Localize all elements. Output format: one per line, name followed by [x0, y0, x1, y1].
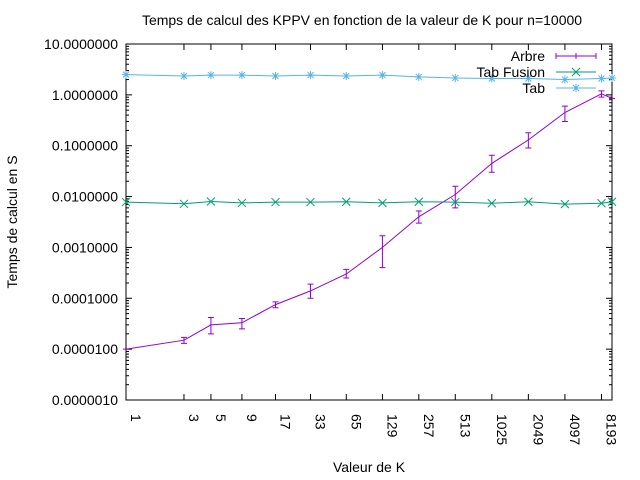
- series-line: [125, 93, 613, 350]
- y-tick-label: 0.1000000: [52, 138, 118, 154]
- data-point: [560, 199, 570, 209]
- data-point: [487, 198, 497, 208]
- error-bar: [307, 283, 314, 299]
- data-point: [451, 73, 460, 82]
- x-tick-label: 17: [277, 414, 293, 430]
- y-tick-label: 10.0000000: [44, 36, 118, 52]
- x-tick-label: 9: [244, 414, 260, 422]
- data-point: [378, 71, 387, 80]
- error-bar: [180, 336, 187, 344]
- error-bar: [598, 90, 605, 98]
- y-tick-label: 0.0100000: [52, 189, 118, 205]
- x-tick-label: 8193: [603, 414, 619, 445]
- data-point: [487, 74, 496, 83]
- data-point: [206, 197, 216, 206]
- y-tick-label: 1.0000000: [52, 87, 118, 103]
- data-point: [306, 71, 315, 80]
- y-tick-label: 0.0010000: [52, 239, 118, 255]
- data-point: [450, 197, 460, 207]
- x-tick-label: 1025: [494, 414, 510, 445]
- error-bar: [379, 235, 386, 269]
- data-point: [524, 74, 533, 83]
- x-tick-label: 513: [457, 414, 473, 438]
- data-point: [122, 70, 130, 79]
- data-point: [378, 198, 387, 208]
- series-layer: [121, 70, 617, 350]
- x-tick-label: 4097: [567, 414, 583, 445]
- x-tick-label: 3: [186, 414, 202, 422]
- x-tick-label: 65: [348, 414, 364, 430]
- data-point: [179, 199, 189, 209]
- error-bar: [272, 301, 279, 309]
- chart-title: Temps de calcul des KPPV en fonction de …: [142, 12, 582, 28]
- x-tick-label: 1: [128, 414, 144, 422]
- error-bar: [207, 316, 214, 335]
- y-tick-label: 0.0000010: [52, 392, 118, 408]
- data-point: [572, 84, 580, 92]
- data-point: [414, 197, 424, 207]
- series-line: [125, 200, 613, 205]
- y-axis: 10.0000000 1.0000000 0.1000000 0.0100000 0.0…: [44, 36, 612, 408]
- data-point: [560, 75, 569, 84]
- y-tick-label: 0.0000100: [52, 341, 118, 357]
- data-point: [306, 197, 315, 207]
- data-point: [237, 198, 247, 208]
- legend-marker: [555, 53, 597, 59]
- legend-label: Arbre: [511, 48, 545, 64]
- error-bar: [343, 268, 350, 279]
- data-point: [342, 71, 351, 80]
- x-tick-label: 257: [421, 414, 437, 438]
- series-tab: [122, 70, 616, 84]
- error-bar: [415, 210, 422, 224]
- data-point: [571, 67, 581, 77]
- y-tick-label: 0.0001000: [52, 290, 118, 306]
- data-point: [414, 72, 423, 81]
- data-point: [271, 71, 280, 80]
- data-point: [341, 197, 351, 207]
- data-point: [179, 71, 188, 80]
- data-point: [607, 197, 617, 207]
- y-axis-label: Temps de calcul en S: [4, 155, 20, 288]
- data-point: [121, 197, 131, 207]
- error-bar: [525, 132, 532, 149]
- x-tick-label: 5: [213, 414, 229, 422]
- data-point: [523, 197, 533, 207]
- data-point: [206, 71, 215, 80]
- x-axis: 1 3 5 9 17 33 65 129 257 513 1025 2049 4097 8193: [125, 44, 619, 445]
- error-bar: [238, 318, 245, 330]
- data-point: [271, 197, 280, 207]
- error-bar: [488, 154, 495, 173]
- legend-label: Tab Fusion: [477, 64, 545, 80]
- series-arbre: [123, 90, 615, 350]
- error-bar: [452, 185, 459, 209]
- legend-label: Tab: [522, 80, 545, 96]
- x-axis-label: Valeur de K: [333, 459, 406, 475]
- data-point: [237, 71, 246, 80]
- x-tick-label: 2049: [530, 414, 546, 445]
- x-tick-label: 33: [312, 414, 328, 430]
- data-point: [597, 74, 606, 83]
- x-tick-label: 129: [384, 414, 400, 438]
- error-bar: [561, 105, 568, 122]
- data-point: [597, 198, 606, 208]
- series-tab-fusion: [121, 197, 617, 209]
- plot-frame: [125, 43, 613, 401]
- data-point: [608, 73, 616, 82]
